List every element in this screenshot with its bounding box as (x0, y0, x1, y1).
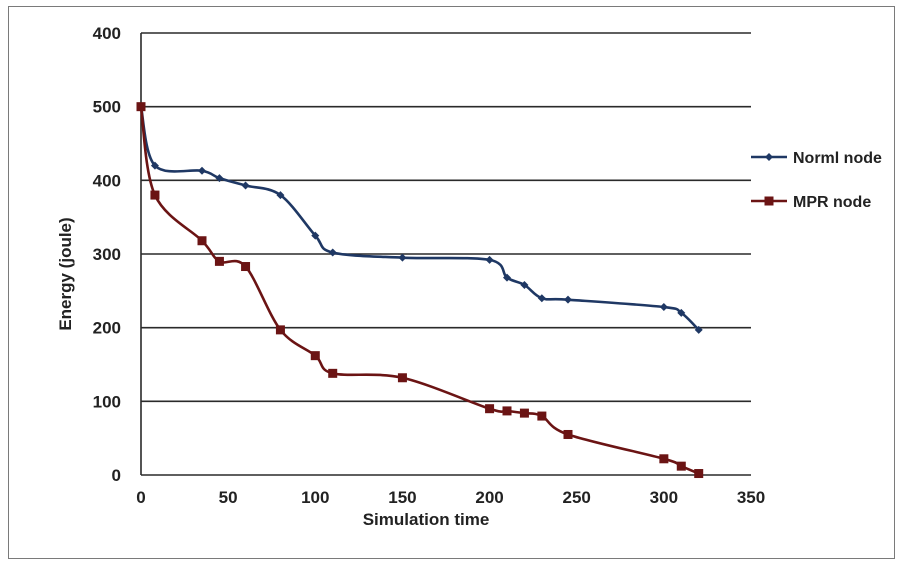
data-point (537, 294, 546, 303)
series-line-mpr-node (139, 106, 700, 475)
series-group (136, 102, 704, 479)
data-point (150, 161, 159, 170)
legend-swatch-marker (764, 196, 774, 206)
data-point (398, 253, 407, 262)
data-point (241, 181, 250, 190)
legend-entry-mpr-node: MPR node (751, 194, 871, 211)
data-point (564, 295, 572, 304)
y-tick-labels: 0 100 200 300 400 500 400 (93, 24, 121, 485)
y-tick-label: 0 (112, 466, 121, 485)
data-point (214, 256, 224, 266)
energy-chart: 0 100 200 300 400 500 400 0 50 100 150 200 250 300 35… (56, 24, 882, 529)
data-point (503, 273, 511, 282)
data-point (659, 454, 669, 464)
data-point (215, 174, 224, 183)
y-axis-title: Energy (joule) (56, 217, 75, 330)
x-axis-title: Simulation time (363, 510, 490, 529)
x-tick-labels: 0 50 100 150 200 250 300 350 (136, 488, 765, 507)
y-tick-label: 400 (93, 171, 121, 190)
legend-label: MPR node (793, 194, 871, 211)
data-point (311, 231, 320, 240)
y-tick-label: 500 (93, 98, 121, 117)
data-point (241, 262, 251, 272)
x-tick-label: 300 (650, 488, 678, 507)
data-point (694, 469, 704, 479)
grid-lines (141, 32, 751, 403)
y-tick-label: 300 (93, 245, 121, 264)
series-norml-node (137, 102, 703, 334)
x-tick-label: 200 (475, 488, 503, 507)
x-tick-label: 350 (737, 488, 765, 507)
data-point (197, 236, 207, 246)
series-mpr-node (136, 102, 704, 479)
data-point (397, 373, 407, 383)
x-tick-label: 100 (301, 488, 329, 507)
data-point (136, 102, 146, 112)
y-tick-label: 400 (93, 24, 121, 43)
data-point (276, 191, 285, 200)
data-point (150, 190, 160, 200)
data-point (310, 351, 320, 361)
data-point (328, 248, 337, 257)
y-tick-label: 100 (93, 392, 121, 411)
legend-label: Norml node (793, 150, 882, 167)
data-point (485, 255, 494, 264)
data-point (563, 429, 573, 439)
data-point (537, 411, 547, 421)
data-point (275, 325, 285, 335)
x-tick-label: 150 (388, 488, 416, 507)
series-line-norml-node (139, 106, 700, 331)
data-point (694, 325, 703, 334)
chart-frame: 0 100 200 300 400 500 400 0 50 100 150 200 250 300 35… (8, 6, 895, 559)
x-tick-label: 250 (563, 488, 591, 507)
data-point (198, 166, 206, 175)
legend: Norml node MPR node (751, 150, 882, 211)
y-tick-label: 200 (93, 319, 121, 338)
data-point (676, 461, 686, 471)
legend-entry-norml-node: Norml node (751, 150, 882, 167)
data-point (485, 404, 495, 414)
data-point (328, 368, 338, 378)
data-point (502, 406, 512, 416)
data-point (677, 308, 686, 317)
data-point (659, 303, 668, 312)
x-tick-label: 50 (219, 488, 238, 507)
data-point (519, 408, 529, 418)
x-tick-label: 0 (136, 488, 145, 507)
data-point (520, 280, 529, 289)
legend-swatch-marker (765, 153, 773, 161)
